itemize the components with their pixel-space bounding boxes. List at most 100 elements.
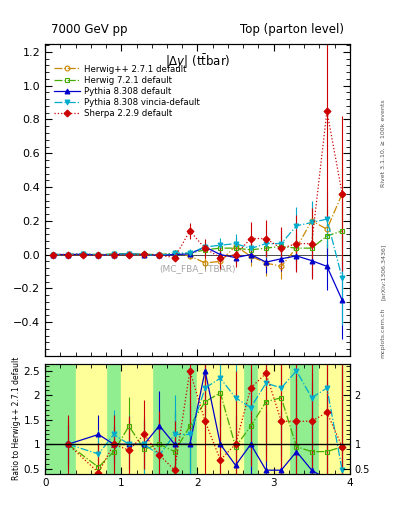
Herwig++ 2.7.1 default bbox=[309, 218, 314, 224]
Line: Herwig++ 2.7.1 default: Herwig++ 2.7.1 default bbox=[50, 191, 345, 269]
Herwig++ 2.7.1 default bbox=[340, 190, 345, 197]
Pythia 8.308 vincia-default bbox=[127, 251, 131, 257]
Herwig++ 2.7.1 default bbox=[142, 251, 147, 258]
Herwig++ 2.7.1 default bbox=[294, 245, 299, 251]
Pythia 8.308 vincia-default bbox=[309, 220, 314, 226]
Herwig 7.2.1 default bbox=[50, 251, 55, 258]
Sherpa 2.2.9 default bbox=[279, 245, 284, 251]
Text: Rivet 3.1.10, ≥ 100k events: Rivet 3.1.10, ≥ 100k events bbox=[381, 99, 386, 187]
Pythia 8.308 default bbox=[264, 259, 268, 265]
Line: Sherpa 2.2.9 default: Sherpa 2.2.9 default bbox=[50, 109, 345, 260]
Pythia 8.308 default bbox=[66, 251, 70, 258]
Pythia 8.308 default bbox=[294, 253, 299, 259]
Sherpa 2.2.9 default bbox=[96, 252, 101, 258]
Sherpa 2.2.9 default bbox=[142, 251, 147, 258]
Bar bbox=[76, 361, 106, 474]
Pythia 8.308 vincia-default bbox=[111, 251, 116, 258]
Herwig++ 2.7.1 default bbox=[111, 251, 116, 258]
Sherpa 2.2.9 default bbox=[172, 254, 177, 261]
Herwig 7.2.1 default bbox=[264, 245, 268, 251]
Bar bbox=[320, 361, 350, 474]
Herwig 7.2.1 default bbox=[294, 245, 299, 251]
Herwig++ 2.7.1 default bbox=[81, 251, 86, 257]
Herwig 7.2.1 default bbox=[340, 228, 345, 234]
Herwig++ 2.7.1 default bbox=[127, 251, 131, 258]
Herwig++ 2.7.1 default bbox=[187, 253, 192, 259]
Y-axis label: Ratio to Herwig++ 2.7.1 default: Ratio to Herwig++ 2.7.1 default bbox=[12, 357, 21, 480]
Pythia 8.308 default bbox=[172, 251, 177, 258]
Herwig 7.2.1 default bbox=[218, 245, 223, 251]
Pythia 8.308 default bbox=[157, 252, 162, 258]
Sherpa 2.2.9 default bbox=[264, 236, 268, 242]
Pythia 8.308 vincia-default bbox=[81, 251, 86, 257]
Pythia 8.308 vincia-default bbox=[66, 251, 70, 258]
Line: Pythia 8.308 vincia-default: Pythia 8.308 vincia-default bbox=[50, 217, 345, 281]
Herwig 7.2.1 default bbox=[203, 247, 208, 253]
Pythia 8.308 default bbox=[127, 251, 131, 258]
Sherpa 2.2.9 default bbox=[50, 251, 55, 258]
Herwig++ 2.7.1 default bbox=[96, 252, 101, 258]
Herwig++ 2.7.1 default bbox=[203, 260, 208, 266]
Herwig 7.2.1 default bbox=[248, 247, 253, 253]
Pythia 8.308 vincia-default bbox=[50, 251, 55, 258]
Line: Herwig 7.2.1 default: Herwig 7.2.1 default bbox=[50, 228, 345, 257]
Sherpa 2.2.9 default bbox=[66, 251, 70, 258]
Text: Top (parton level): Top (parton level) bbox=[240, 23, 343, 36]
Line: Pythia 8.308 default: Pythia 8.308 default bbox=[50, 245, 345, 303]
Text: 7000 GeV pp: 7000 GeV pp bbox=[51, 23, 128, 36]
Pythia 8.308 default bbox=[111, 251, 116, 258]
Pythia 8.308 vincia-default bbox=[279, 241, 284, 247]
Sherpa 2.2.9 default bbox=[233, 251, 238, 258]
Pythia 8.308 vincia-default bbox=[203, 244, 208, 250]
Sherpa 2.2.9 default bbox=[187, 228, 192, 234]
Sherpa 2.2.9 default bbox=[203, 245, 208, 251]
Pythia 8.308 vincia-default bbox=[340, 275, 345, 281]
Pythia 8.308 default bbox=[218, 251, 223, 258]
Herwig 7.2.1 default bbox=[142, 251, 147, 258]
Pythia 8.308 default bbox=[233, 254, 238, 261]
Pythia 8.308 default bbox=[81, 251, 86, 258]
Herwig 7.2.1 default bbox=[172, 251, 177, 257]
Text: (MC_FBA_TTBAR): (MC_FBA_TTBAR) bbox=[159, 264, 236, 273]
Sherpa 2.2.9 default bbox=[127, 252, 131, 258]
Pythia 8.308 vincia-default bbox=[187, 250, 192, 256]
Pythia 8.308 vincia-default bbox=[325, 216, 329, 222]
Pythia 8.308 default bbox=[279, 255, 284, 262]
Pythia 8.308 default bbox=[325, 263, 329, 269]
Herwig 7.2.1 default bbox=[111, 251, 116, 257]
Sherpa 2.2.9 default bbox=[81, 252, 86, 258]
Sherpa 2.2.9 default bbox=[325, 108, 329, 114]
Sherpa 2.2.9 default bbox=[111, 251, 116, 258]
Herwig 7.2.1 default bbox=[81, 251, 86, 257]
Herwig++ 2.7.1 default bbox=[172, 250, 177, 257]
Herwig++ 2.7.1 default bbox=[279, 263, 284, 269]
Herwig 7.2.1 default bbox=[187, 250, 192, 257]
Pythia 8.308 default bbox=[187, 251, 192, 257]
Pythia 8.308 default bbox=[96, 252, 101, 258]
Herwig++ 2.7.1 default bbox=[157, 251, 162, 258]
Herwig++ 2.7.1 default bbox=[50, 251, 55, 258]
Herwig++ 2.7.1 default bbox=[264, 260, 268, 266]
Pythia 8.308 default bbox=[248, 251, 253, 258]
Text: $|\Delta y|$ (t$\bar{\rm t}$bar): $|\Delta y|$ (t$\bar{\rm t}$bar) bbox=[165, 53, 230, 71]
Bar bbox=[121, 361, 152, 474]
Herwig 7.2.1 default bbox=[66, 251, 70, 258]
Herwig 7.2.1 default bbox=[157, 251, 162, 258]
Herwig++ 2.7.1 default bbox=[233, 243, 238, 249]
Pythia 8.308 vincia-default bbox=[264, 241, 268, 247]
Sherpa 2.2.9 default bbox=[248, 236, 253, 242]
Herwig 7.2.1 default bbox=[279, 243, 284, 249]
Herwig 7.2.1 default bbox=[309, 245, 314, 251]
Herwig++ 2.7.1 default bbox=[218, 258, 223, 264]
Pythia 8.308 default bbox=[203, 244, 208, 250]
Herwig++ 2.7.1 default bbox=[66, 251, 70, 258]
Pythia 8.308 vincia-default bbox=[294, 223, 299, 229]
Herwig++ 2.7.1 default bbox=[248, 253, 253, 259]
Pythia 8.308 vincia-default bbox=[233, 241, 238, 247]
Sherpa 2.2.9 default bbox=[157, 252, 162, 258]
Herwig 7.2.1 default bbox=[233, 245, 238, 251]
Bar bbox=[198, 361, 243, 474]
Pythia 8.308 vincia-default bbox=[157, 252, 162, 258]
Pythia 8.308 default bbox=[50, 251, 55, 258]
Legend: Herwig++ 2.7.1 default, Herwig 7.2.1 default, Pythia 8.308 default, Pythia 8.308: Herwig++ 2.7.1 default, Herwig 7.2.1 def… bbox=[51, 62, 202, 121]
